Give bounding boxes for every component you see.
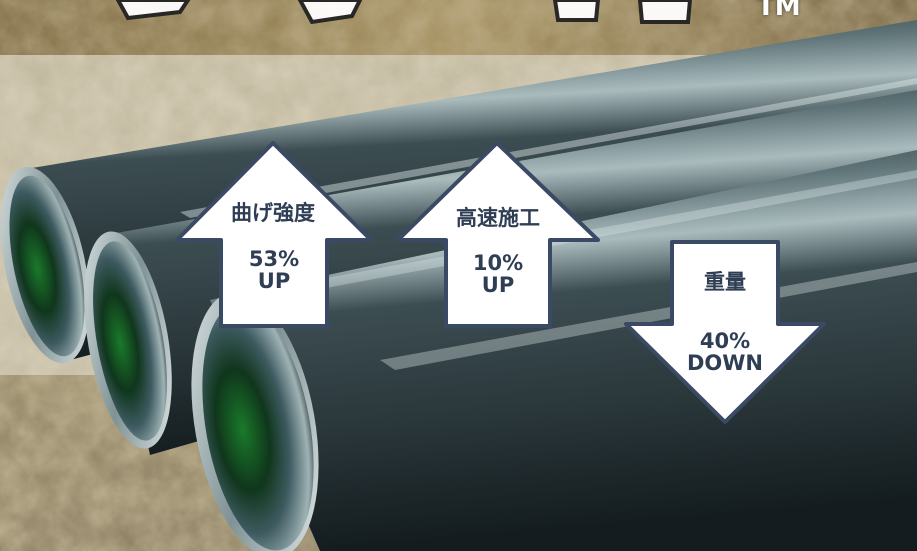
arrow-2-value: 10% (472, 251, 524, 275)
arrow-1-direction: UP (257, 269, 291, 293)
arrow-3-value: 40% (699, 329, 751, 353)
arrow-3-metric: 40% DOWN (660, 330, 790, 374)
arrow-3-direction: DOWN (686, 351, 764, 375)
trademark-mark: TM (757, 0, 801, 22)
arrow-1-label: 曲げ強度 (205, 197, 341, 227)
arrow-up-speed (396, 141, 600, 328)
arrow-up-bending-strength (175, 141, 373, 328)
arrow-2-metric: 10% UP (446, 252, 550, 296)
logo-letters (115, 0, 693, 25)
arrow-1-title: 曲げ強度 (231, 201, 315, 225)
arrow-2-label: 高速施工 (430, 202, 566, 232)
arrow-3-label: 重量 (672, 266, 778, 296)
arrow-2-direction: UP (481, 273, 515, 297)
arrow-3-title: 重量 (704, 270, 746, 294)
arrow-2-title: 高速施工 (456, 206, 540, 230)
arrow-down-weight (624, 240, 826, 424)
arrow-1-metric: 53% UP (221, 248, 327, 292)
arrow-1-value: 53% (248, 247, 300, 271)
